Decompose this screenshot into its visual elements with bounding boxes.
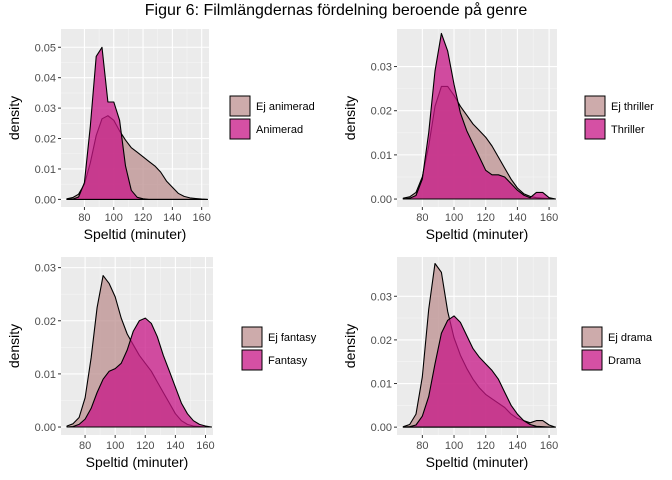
- legend-key-1: [241, 326, 263, 348]
- x-tick-label: 160: [192, 212, 210, 224]
- x-tick-label: 120: [134, 212, 152, 224]
- legend-key-1: [229, 95, 251, 117]
- x-tick-label: 100: [106, 440, 124, 452]
- legend-key-2: [584, 118, 606, 140]
- legend-key-2: [229, 118, 251, 140]
- y-tick-label: 0.03: [371, 291, 392, 303]
- x-tick-label: 140: [163, 212, 181, 224]
- x-tick-label: 80: [78, 212, 90, 224]
- x-tick-label: 120: [477, 212, 495, 224]
- legend-label-2: Animerad: [256, 124, 303, 136]
- y-tick-label: 0.02: [35, 316, 56, 328]
- legend-label-2: Drama: [608, 355, 642, 367]
- x-axis-title: Speltid (minuter): [84, 226, 187, 242]
- y-tick-label: 0.04: [35, 73, 56, 85]
- density-area-2: [402, 32, 556, 200]
- y-axis-title: density: [342, 324, 358, 368]
- x-axis-title: Speltid (minuter): [86, 454, 189, 470]
- x-tick-label: 100: [445, 440, 463, 452]
- legend-key-2: [581, 349, 603, 371]
- x-tick-label: 140: [508, 212, 526, 224]
- chart-panel-2: 80 100 120 140 160 0.00 0.01 0.02 0.03 Speltid (m…: [342, 29, 654, 242]
- legend-label-1: Ej drama: [608, 332, 653, 344]
- x-tick-label: 100: [105, 212, 123, 224]
- x-axis-title: Speltid (minuter): [426, 226, 529, 242]
- y-tick-label: 0.03: [35, 103, 56, 115]
- density-area-2: [66, 46, 209, 200]
- x-tick-label: 160: [540, 212, 558, 224]
- x-tick-label: 80: [79, 440, 91, 452]
- y-tick-label: 0.00: [35, 422, 56, 434]
- y-tick-label: 0.01: [371, 150, 392, 162]
- density-area-2: [402, 315, 556, 428]
- y-tick-label: 0.01: [35, 164, 56, 176]
- x-tick-label: 140: [508, 440, 526, 452]
- y-axis-title: density: [6, 324, 22, 368]
- x-tick-label: 120: [477, 440, 495, 452]
- legend-label-1: Ej fantasy: [268, 332, 317, 344]
- legend-key-2: [241, 349, 263, 371]
- density-area-2: [66, 317, 213, 428]
- chart-panel-4: 80 100 120 140 160 0.00 0.01 0.02 0.03 Speltid (m…: [342, 257, 653, 470]
- x-tick-label: 80: [416, 440, 428, 452]
- x-tick-label: 80: [416, 212, 428, 224]
- y-tick-label: 0.02: [371, 335, 392, 347]
- legend-label-1: Ej animerad: [256, 101, 315, 113]
- y-tick-label: 0.01: [35, 369, 56, 381]
- y-axis-title: density: [342, 96, 358, 140]
- legend-key-1: [584, 95, 606, 117]
- y-tick-label: 0.03: [35, 263, 56, 275]
- y-tick-label: 0.02: [371, 106, 392, 118]
- y-tick-label: 0.00: [371, 194, 392, 206]
- legend-label-1: Ej thriller: [611, 101, 654, 113]
- legend-label-2: Thriller: [611, 124, 645, 136]
- chart-panel-3: 80 100 120 140 160 0.00 0.01 0.02 0.03 Speltid (m…: [6, 257, 317, 470]
- x-tick-label: 160: [196, 440, 214, 452]
- legend-key-1: [581, 326, 603, 348]
- y-tick-label: 0.03: [371, 62, 392, 74]
- x-tick-label: 140: [166, 440, 184, 452]
- y-axis-title: density: [6, 96, 22, 140]
- chart-panel-1: 80 100 120 140 160 0.00 0.01 0.02 0.03 0.04 0.05 Sp…: [6, 29, 315, 242]
- x-tick-label: 160: [540, 440, 558, 452]
- y-tick-label: 0.00: [35, 194, 56, 206]
- legend-label-2: Fantasy: [268, 355, 308, 367]
- y-tick-label: 0.05: [35, 42, 56, 54]
- y-tick-label: 0.00: [371, 422, 392, 434]
- x-tick-label: 100: [445, 212, 463, 224]
- y-tick-label: 0.01: [371, 379, 392, 391]
- figure-title: Figur 6: Filmlängdernas fördelning beroe…: [144, 2, 528, 19]
- x-axis-title: Speltid (minuter): [426, 454, 529, 470]
- y-tick-label: 0.02: [35, 134, 56, 146]
- x-tick-label: 120: [136, 440, 154, 452]
